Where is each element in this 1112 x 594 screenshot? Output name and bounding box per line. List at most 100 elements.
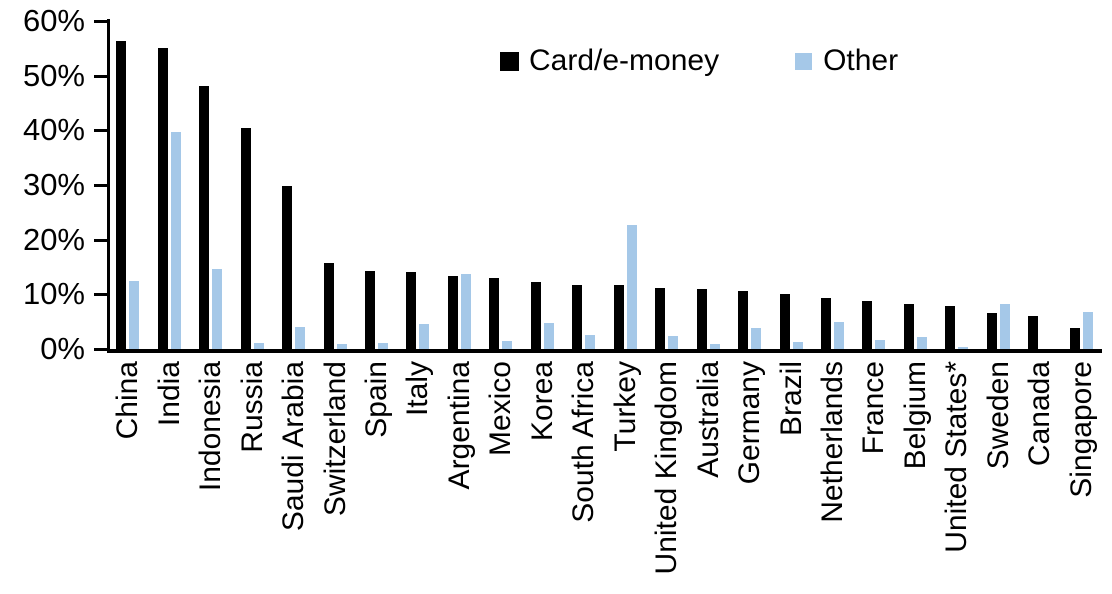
bar-other xyxy=(336,344,347,349)
bar-card-e-money xyxy=(323,263,334,349)
x-axis-label-cell: Argentina xyxy=(439,361,480,594)
bar-other xyxy=(502,340,513,349)
x-axis-label: China xyxy=(111,361,145,440)
bar-other xyxy=(999,304,1010,349)
x-axis-label: United Kingdom xyxy=(650,361,684,575)
bar-other xyxy=(958,347,969,349)
x-axis-label-cell: China xyxy=(107,361,148,594)
bar-other xyxy=(419,323,430,349)
x-axis-label: Canada xyxy=(1023,361,1057,467)
bar-card-e-money xyxy=(489,278,500,349)
x-axis-label: Indonesia xyxy=(194,361,228,492)
x-axis-label: Singapore xyxy=(1064,361,1098,498)
bar-card-e-money xyxy=(572,284,583,349)
category-bar-group xyxy=(1019,21,1060,349)
x-axis-label-cell: Singapore xyxy=(1061,361,1102,594)
x-axis-label-cell: India xyxy=(148,361,189,594)
category-bar-group xyxy=(480,21,521,349)
bar-other xyxy=(668,335,679,349)
bar-card-e-money xyxy=(530,282,541,349)
x-axis-label: Brazil xyxy=(774,361,808,437)
x-axis-label: Sweden xyxy=(981,361,1015,470)
bar-card-e-money xyxy=(157,48,168,349)
bar-other xyxy=(253,343,264,349)
bar-other xyxy=(585,335,596,349)
x-axis-label: Italy xyxy=(401,361,435,417)
bar-card-e-money xyxy=(282,185,293,349)
card-e-money-swatch-icon xyxy=(500,51,519,71)
y-axis-tick-label: 20% xyxy=(22,221,85,257)
category-bar-group xyxy=(273,21,314,349)
bar-card-e-money xyxy=(447,275,458,349)
x-axis-label: Turkey xyxy=(608,361,642,452)
y-axis-tick xyxy=(94,293,107,297)
category-bar-group xyxy=(1061,21,1102,349)
x-axis-label-cell: Italy xyxy=(397,361,438,594)
y-axis-tick-label: 10% xyxy=(22,276,85,312)
category-bar-group xyxy=(687,21,728,349)
bar-card-e-money xyxy=(986,312,997,349)
x-axis-label: United States* xyxy=(940,361,974,553)
category-bar-group xyxy=(978,21,1019,349)
y-axis-tick xyxy=(94,20,107,23)
bar-other xyxy=(295,327,306,349)
x-axis-label: Australia xyxy=(691,361,725,478)
x-axis-label: Switzerland xyxy=(318,361,352,517)
x-axis-label-cell: Belgium xyxy=(895,361,936,594)
bar-other xyxy=(834,322,844,349)
x-axis-label-cell: United States* xyxy=(936,361,977,594)
y-axis-tick-label: 50% xyxy=(22,57,85,93)
x-axis-label-cell: Russia xyxy=(231,361,272,594)
bar-card-e-money xyxy=(364,271,375,349)
category-bar-group xyxy=(812,21,853,349)
category-bar-group xyxy=(439,21,480,349)
bar-other xyxy=(709,343,720,349)
bar-other xyxy=(875,339,886,349)
category-bar-group xyxy=(231,21,272,349)
x-axis-label: South Africa xyxy=(567,361,601,523)
category-bar-group xyxy=(605,21,646,349)
x-axis-label: Korea xyxy=(525,361,559,442)
bar-card-e-money xyxy=(199,85,210,349)
y-axis-tick xyxy=(94,129,107,133)
x-axis-label: Argentina xyxy=(442,361,476,490)
category-bar-group xyxy=(522,21,563,349)
bar-other xyxy=(460,273,471,349)
bar-other xyxy=(916,336,927,349)
bar-card-e-money xyxy=(406,271,417,349)
category-bar-group xyxy=(107,21,148,349)
bar-card-e-money xyxy=(240,127,251,349)
category-bar-group xyxy=(729,21,770,349)
y-axis-tick-label: 60% xyxy=(22,3,85,38)
x-axis-label-cell: Germany xyxy=(729,361,770,594)
y-axis-tick-label: 30% xyxy=(22,167,85,202)
bar-other xyxy=(170,131,181,349)
category-bar-group xyxy=(646,21,687,349)
legend-label-card-e-money: Card/e-money xyxy=(529,44,720,77)
x-axis-label-cell: France xyxy=(853,361,894,594)
bar-card-e-money xyxy=(613,285,624,349)
legend-item-other: Other xyxy=(719,44,898,78)
y-axis-tick xyxy=(94,348,107,351)
legend-item-card-e-money: Card/e-money xyxy=(500,44,719,78)
x-axis-label: Spain xyxy=(359,361,393,438)
x-axis-label-cell: Indonesia xyxy=(190,361,231,594)
bar-card-e-money xyxy=(738,291,749,349)
category-bar-group xyxy=(397,21,438,349)
y-axis-tick xyxy=(94,184,107,187)
bar-card-e-money xyxy=(1028,316,1039,349)
x-axis-label-cell: Turkey xyxy=(605,361,646,594)
bar-card-e-money xyxy=(655,288,666,349)
category-bar-group xyxy=(190,21,231,349)
bar-card-e-money xyxy=(696,289,707,349)
x-axis-label: Mexico xyxy=(484,361,518,457)
bar-card-e-money xyxy=(116,41,127,349)
category-bar-group xyxy=(936,21,977,349)
y-axis-tick xyxy=(94,74,107,78)
category-bar-group xyxy=(148,21,189,349)
bar-card-e-money xyxy=(903,304,914,349)
bar-other xyxy=(792,342,803,349)
x-axis-label: Netherlands xyxy=(816,361,849,523)
x-axis-label: India xyxy=(152,361,186,427)
category-bar-group xyxy=(770,21,811,349)
